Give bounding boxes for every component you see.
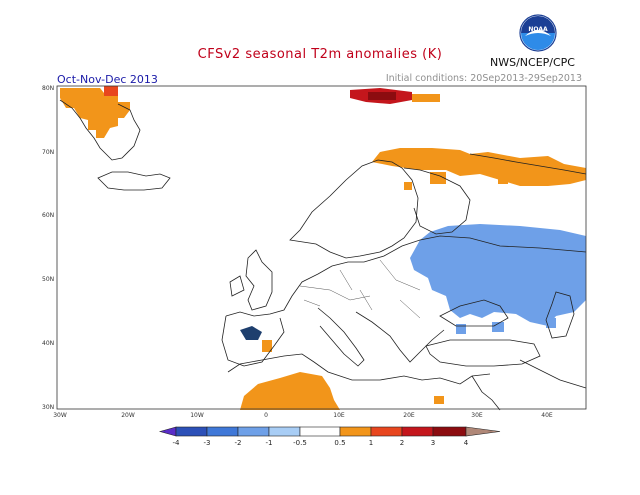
coast-italy (317, 307, 365, 367)
lon-label: 20W (121, 412, 135, 419)
region-svalbard-dark (368, 92, 396, 100)
legend-swatch (268, 426, 301, 437)
lon-label: 10E (333, 412, 345, 419)
coast-black-sea (439, 299, 509, 327)
region-spain-spot (262, 340, 272, 352)
agency-label: NWS/NCEP/CPC (490, 56, 575, 69)
coastlines (59, 99, 587, 411)
lon-label: 40E (541, 412, 553, 419)
season-label: Oct-Nov-Dec 2013 (57, 73, 158, 86)
region-iberia-cold (240, 326, 262, 340)
legend-swatch (206, 426, 239, 437)
coast-mideast (471, 359, 587, 411)
lon-label: 20E (403, 412, 415, 419)
legend-swatch (339, 426, 372, 437)
coast-iberia (221, 315, 285, 367)
region-turkey-spot (434, 396, 444, 404)
lon-label: 0 (264, 412, 268, 419)
legend-swatch (370, 426, 403, 437)
region-scandinavia-spots (404, 172, 508, 190)
legend-label: -0.5 (293, 439, 307, 447)
legend-swatch (299, 426, 341, 437)
initial-conditions: Initial conditions: 20Sep2013-29Sep2013 (385, 73, 582, 84)
region-svalbard-orange (412, 94, 440, 102)
legend-label: 2 (400, 439, 404, 447)
region-greenland-warm (60, 88, 130, 138)
coast-finland (403, 167, 471, 235)
legend-label: -2 (235, 439, 242, 447)
legend-label: -1 (266, 439, 273, 447)
lon-axis: 30W 20W 10W 0 10E 20E 30E 40E (53, 412, 553, 419)
lat-axis: 80N 70N 60N 50N 40N 30N (42, 85, 54, 411)
lat-label: 80N (42, 85, 54, 92)
lon-label: 30W (53, 412, 67, 419)
coast-turkey (425, 339, 541, 367)
legend-label: 4 (464, 439, 469, 447)
noaa-logo-text: NOAA (528, 26, 548, 33)
lat-label: 70N (42, 149, 54, 156)
legend-swatch (175, 426, 208, 437)
legend-labels: -4 -3 -2 -1 -0.5 0.5 1 2 3 4 (173, 439, 469, 447)
region-greenland-red (104, 86, 118, 96)
legend-label: 1 (369, 439, 373, 447)
legend-swatch (465, 426, 501, 437)
lat-label: 50N (42, 276, 54, 283)
coast-caspian (545, 291, 575, 339)
legend-label: 3 (431, 439, 435, 447)
lat-label: 30N (42, 404, 54, 411)
lon-label: 10W (190, 412, 204, 419)
anomaly-regions (60, 86, 586, 410)
legend-label: 0.5 (334, 439, 345, 447)
coast-continent (225, 235, 587, 317)
lon-label: 30E (471, 412, 483, 419)
legend-swatch (237, 426, 270, 437)
borders (299, 259, 421, 319)
legend-swatch (401, 426, 434, 437)
coast-balkans (355, 311, 445, 363)
map-title: CFSv2 seasonal T2m anomalies (K) (197, 47, 443, 62)
coast-greenland (59, 99, 141, 161)
region-scandinavia-warm (372, 148, 586, 186)
lat-label: 40N (42, 340, 54, 347)
coast-north-africa (227, 353, 491, 385)
map-frame (56, 85, 587, 410)
coast-scandinavia (289, 159, 419, 259)
legend-label: -4 (173, 439, 181, 447)
noaa-logo-icon: NOAA (519, 14, 557, 52)
legend-label: -3 (204, 439, 211, 447)
legend-swatches (158, 426, 501, 437)
coast-iceland (97, 171, 171, 191)
legend-swatch (432, 426, 467, 437)
coast-russia-north (469, 153, 587, 175)
legend-swatch (158, 426, 177, 437)
lat-label: 60N (42, 212, 54, 219)
coast-uk (229, 249, 273, 311)
region-north-africa-warm (240, 372, 340, 410)
region-east-europe-cool (410, 224, 586, 326)
